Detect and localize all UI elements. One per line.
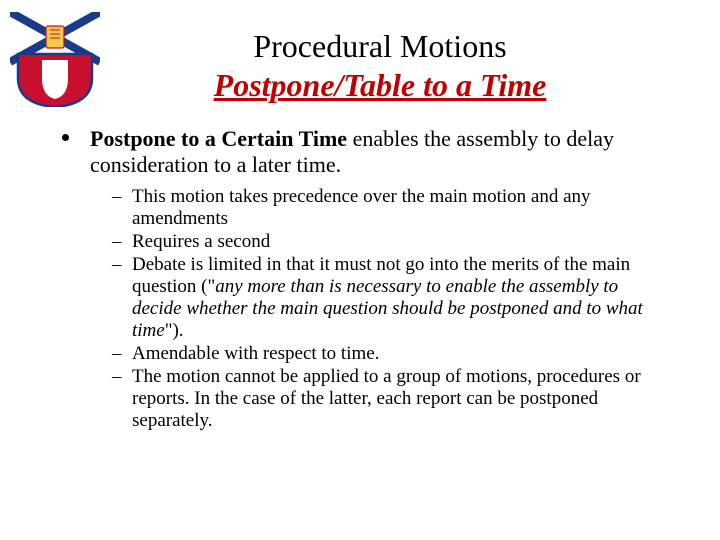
sub-bullet-item: Amendable with respect to time.	[112, 343, 664, 365]
logo-badge	[10, 12, 100, 107]
bullet-dot-icon	[62, 134, 69, 141]
main-bullet-lead: Postpone to a Certain Time	[90, 126, 347, 151]
sub-bullet-item: Debate is limited in that it must not go…	[112, 254, 664, 342]
main-bullet: Postpone to a Certain Time enables the a…	[56, 126, 664, 432]
sub-bullet-list: This motion takes precedence over the ma…	[90, 186, 664, 432]
sub-bullet-item: This motion takes precedence over the ma…	[112, 186, 664, 230]
sub-bullet-item: Requires a second	[112, 231, 664, 253]
slide-body: Postpone to a Certain Time enables the a…	[0, 104, 720, 432]
title-line-1: Procedural Motions	[80, 28, 680, 65]
slide-title: Procedural Motions Postpone/Table to a T…	[0, 0, 720, 104]
sub-bullet-item: The motion cannot be applied to a group …	[112, 366, 664, 432]
title-line-2: Postpone/Table to a Time	[80, 67, 680, 104]
